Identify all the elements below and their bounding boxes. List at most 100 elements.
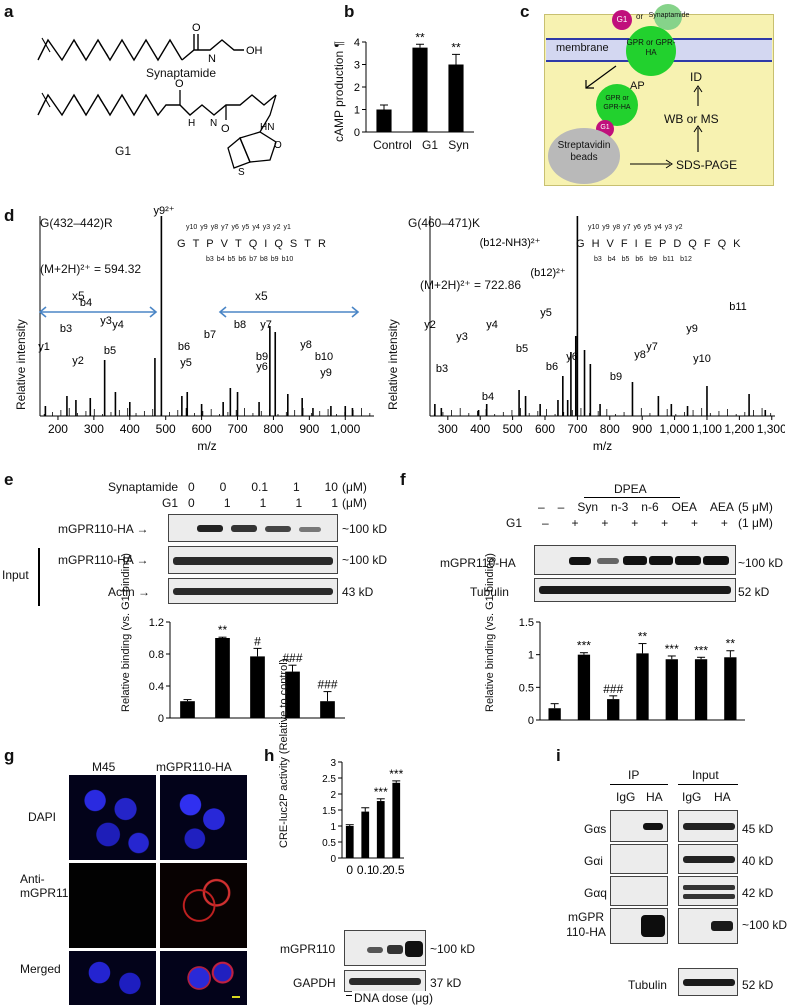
- svg-text:N: N: [210, 118, 217, 129]
- x-tick-label: 0.1: [357, 863, 374, 877]
- b-cat-control: Control: [373, 138, 412, 152]
- c-flow-arrows: [630, 85, 703, 169]
- significance-mark: **: [218, 623, 228, 637]
- d-left-mass: (M+2H)²⁺ = 594.32: [40, 262, 142, 276]
- g-row-anti: Anti-mGPR110: [20, 872, 76, 900]
- i-blot-gai-ip: [610, 844, 668, 874]
- e-g1-val: 1: [295, 496, 303, 510]
- x-tick-label: 400: [120, 422, 140, 436]
- residue: K: [733, 238, 741, 250]
- g-img-mgpr-anti: [160, 863, 247, 948]
- e-syn-val: 10: [324, 480, 338, 494]
- f-g1-values: – + + + + + +: [542, 516, 728, 530]
- i-row-gai: Gαi: [584, 854, 603, 868]
- significance-mark: **: [726, 637, 736, 651]
- f-g1-val: +: [720, 516, 728, 530]
- peak-label: y2: [72, 355, 84, 367]
- x-tick-label: 300: [84, 422, 104, 436]
- fragment-ion-label: y9: [602, 224, 610, 231]
- fragment-ion-label: y8: [612, 224, 621, 231]
- e-g1-val: 1: [331, 496, 338, 510]
- f-dpea-line: [584, 497, 680, 498]
- e-input-bracket: [38, 548, 40, 606]
- residue: Q: [717, 238, 727, 250]
- c-wbms: WB or MS: [664, 112, 719, 126]
- i-blot-tubulin: [678, 968, 738, 996]
- i-blot-mgpr-ip: [610, 908, 668, 944]
- bar: [607, 699, 620, 720]
- fragment-ion-label: y3: [664, 224, 673, 231]
- arrow-head: [38, 306, 47, 318]
- peak-label: y3: [100, 315, 112, 327]
- e-unit-2: (μM): [342, 496, 367, 510]
- synaptamide-name: Synaptamide: [145, 66, 217, 80]
- f-g1-val: +: [601, 516, 609, 530]
- svg-text:O: O: [274, 140, 282, 151]
- peak-label: b3: [436, 363, 448, 375]
- e-blot1-label: mGPR110-HA →: [58, 522, 149, 536]
- c-g1-bottom-label: G1: [600, 124, 610, 131]
- peak-label: b4: [80, 297, 92, 309]
- x-tick-label: 0.2: [372, 863, 389, 877]
- f-cond: OEA: [671, 500, 697, 514]
- e-input-label: Input: [2, 568, 29, 582]
- e-g1-row-label: G1: [162, 496, 179, 510]
- fragment-ion-label: b11: [662, 256, 675, 263]
- x-tick-label: 500: [503, 422, 523, 436]
- i-blot-gai-input: [678, 844, 738, 874]
- c-or: or: [636, 12, 644, 21]
- f-unit-2: (1 μM): [738, 516, 773, 530]
- c-g1-top: [612, 10, 632, 30]
- peak-label: b9: [256, 351, 268, 363]
- h-blot1: [344, 930, 426, 966]
- i-size-mgpr: ~100 kD: [742, 918, 788, 932]
- d-left-ylabel: Relative intensity: [14, 319, 28, 410]
- d-right-b-ions: b3 b4 b5 b6 b9 b11 b12: [594, 256, 692, 263]
- residue: F: [620, 238, 628, 250]
- x-tick-label: 0: [346, 863, 353, 877]
- i-row-tubulin: Tubulin: [628, 978, 667, 992]
- c-beads: [548, 128, 620, 184]
- svg-text:N: N: [208, 53, 216, 65]
- x-tick-label: 1,000: [330, 422, 360, 436]
- fragment-ion-label: b7: [249, 256, 257, 263]
- e-g1-val: 0: [188, 496, 195, 510]
- e-syn-val: 0: [219, 480, 227, 494]
- f-cond: –: [538, 500, 545, 514]
- peak-label: y4: [486, 319, 498, 331]
- e-syn-values: 0 0 0.1 1 10: [188, 480, 338, 494]
- i-ip-line: [610, 784, 668, 785]
- x-tick-label: 900: [632, 422, 652, 436]
- c-syn-label: Synaptamide: [648, 12, 690, 19]
- fragment-ion-label: b9: [270, 256, 279, 263]
- fragment-ion-label: b3: [206, 256, 214, 263]
- peak-label: b6: [546, 361, 558, 373]
- peak-label: b5: [104, 345, 116, 357]
- c-beads-label: Streptavidin beads: [557, 140, 611, 163]
- g-img-mgpr-dapi: [160, 775, 247, 860]
- bar: [694, 659, 708, 720]
- x-tick-label: 900: [299, 422, 319, 436]
- c-gpr-top-label: GPR or GPR-HA: [626, 38, 676, 57]
- panel-g-label: g: [4, 746, 15, 765]
- svg-text:S: S: [238, 167, 245, 178]
- fragment-ion-label: y6: [231, 224, 239, 231]
- f-blot1-label: mGPR110-HA: [440, 556, 516, 570]
- f-blot2: [534, 578, 736, 602]
- residue: I: [264, 238, 268, 250]
- significance-mark: ***: [694, 643, 708, 657]
- fragment-ion-label: b9: [649, 256, 657, 263]
- e-blot2: [168, 546, 338, 574]
- peak-label: y5: [540, 307, 552, 319]
- peak-label: y10: [693, 353, 711, 365]
- x-tick-label: 1,200: [724, 422, 754, 436]
- i-col-ha-2: HA: [714, 790, 731, 804]
- peak-label: b8: [234, 319, 246, 331]
- residue: G: [576, 238, 585, 250]
- svg-text:O: O: [221, 123, 230, 135]
- peak-label: y1: [38, 341, 50, 353]
- peak-label: y4: [112, 319, 124, 331]
- g1-name: G1: [114, 144, 131, 158]
- i-blot-gas-input: [678, 810, 738, 842]
- residue: Q: [688, 238, 697, 250]
